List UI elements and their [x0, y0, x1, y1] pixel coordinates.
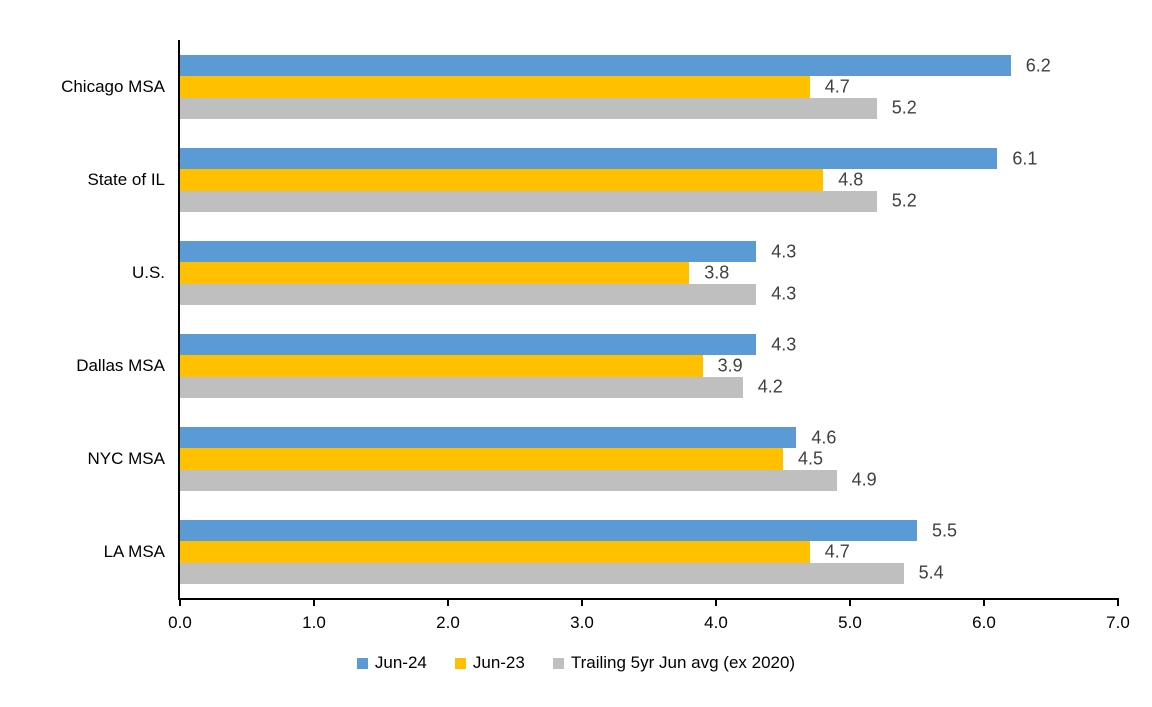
legend-label: Jun-24 — [374, 653, 427, 672]
x-axis-line — [178, 598, 1118, 600]
x-tick-mark — [447, 598, 449, 606]
bar-trailing-5yr-jun-avg-ex-2020- — [180, 190, 877, 212]
x-tick-label: 6.0 — [972, 613, 996, 632]
bar-jun-23 — [180, 448, 783, 470]
category-label: LA MSA — [103, 541, 165, 561]
x-tick-mark — [849, 598, 851, 606]
legend-item: Jun-23 — [454, 653, 525, 673]
bar-value-label: 3.9 — [717, 355, 743, 376]
bar-jun-24 — [180, 55, 1011, 77]
x-tick-mark — [715, 598, 717, 606]
x-tick-mark — [1117, 598, 1119, 606]
legend-item: Jun-24 — [356, 653, 427, 673]
bar-jun-23 — [180, 541, 810, 563]
bar-jun-24 — [180, 520, 917, 542]
bar-value-label: 4.6 — [811, 427, 837, 448]
bar-value-label: 4.3 — [771, 334, 797, 355]
legend-label: Trailing 5yr Jun avg (ex 2020) — [570, 653, 796, 672]
category-label: Chicago MSA — [61, 76, 165, 96]
x-tick-mark — [179, 598, 181, 606]
category-label: U.S. — [131, 262, 165, 282]
x-tick-label: 0.0 — [168, 613, 192, 632]
bar-jun-23 — [180, 76, 810, 98]
bar-value-label: 4.2 — [757, 376, 783, 397]
y-axis-line — [178, 40, 180, 600]
bar-value-label: 4.3 — [771, 241, 797, 262]
bar-value-label: 5.2 — [891, 97, 917, 118]
bar-trailing-5yr-jun-avg-ex-2020- — [180, 97, 877, 119]
bar-value-label: 5.4 — [918, 562, 944, 583]
bar-value-label: 4.5 — [798, 448, 824, 469]
bar-value-label: 5.5 — [932, 520, 958, 541]
x-tick-mark — [581, 598, 583, 606]
legend-swatch-icon — [552, 657, 564, 669]
bar-value-label: 4.7 — [824, 541, 850, 562]
bar-jun-24 — [180, 427, 797, 449]
category-label: State of IL — [87, 169, 166, 189]
x-tick-label: 7.0 — [1106, 613, 1130, 632]
bar-jun-24 — [180, 241, 757, 263]
bar-jun-23 — [180, 355, 703, 377]
bar-value-label: 4.7 — [824, 76, 850, 97]
x-tick-label: 5.0 — [838, 613, 862, 632]
bar-jun-23 — [180, 262, 690, 284]
x-tick-label: 1.0 — [302, 613, 326, 632]
bar-value-label: 5.2 — [891, 190, 917, 211]
x-tick-mark — [313, 598, 315, 606]
chart-legend: Jun-24 Jun-23 Trailing 5yr Jun avg (ex 202… — [0, 653, 1152, 673]
legend-swatch-icon — [454, 657, 466, 669]
bar-trailing-5yr-jun-avg-ex-2020- — [180, 283, 757, 305]
bar-jun-24 — [180, 334, 757, 356]
bar-value-label: 4.3 — [771, 283, 797, 304]
legend-item: Trailing 5yr Jun avg (ex 2020) — [552, 653, 796, 673]
legend-label: Jun-23 — [472, 653, 525, 672]
x-tick-label: 3.0 — [570, 613, 594, 632]
legend-swatch-icon — [356, 657, 368, 669]
x-tick-mark — [983, 598, 985, 606]
bar-value-label: 4.9 — [851, 469, 877, 490]
category-label: NYC MSA — [87, 448, 165, 468]
bar-value-label: 4.8 — [838, 169, 864, 190]
category-label: Dallas MSA — [76, 355, 165, 375]
bar-jun-24 — [180, 148, 998, 170]
bar-jun-23 — [180, 169, 824, 191]
x-tick-label: 2.0 — [436, 613, 460, 632]
bar-trailing-5yr-jun-avg-ex-2020- — [180, 562, 904, 584]
bar-value-label: 6.2 — [1025, 55, 1051, 76]
bar-value-label: 3.8 — [704, 262, 730, 283]
x-tick-label: 4.0 — [704, 613, 728, 632]
bar-trailing-5yr-jun-avg-ex-2020- — [180, 469, 837, 491]
bar-value-label: 6.1 — [1012, 148, 1038, 169]
bar-trailing-5yr-jun-avg-ex-2020- — [180, 376, 743, 398]
